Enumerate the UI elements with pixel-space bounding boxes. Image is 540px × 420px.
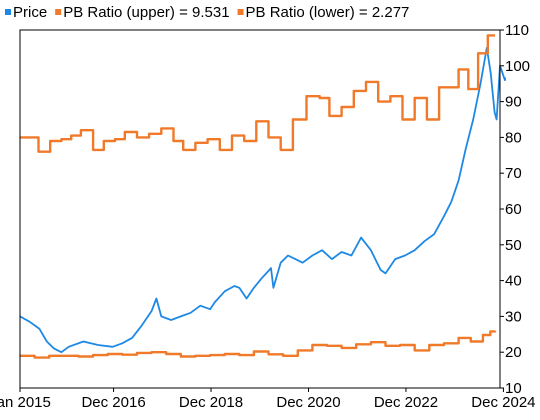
y-tick-label: 10	[505, 380, 522, 397]
y-tick-label: 50	[505, 237, 522, 254]
y-tick-label: 40	[505, 273, 522, 290]
y-tick-label: 100	[505, 58, 530, 75]
x-tick-label: Dec 2018	[179, 394, 243, 411]
x-tick-label: Dec 2016	[81, 394, 145, 411]
y-axis: 10 20 30 40 50 60 70 80 90 100 110	[500, 22, 530, 397]
y-tick-label: 70	[505, 165, 522, 182]
legend-swatch	[237, 9, 244, 15]
x-axis: Jan 2015 Dec 2016 Dec 2018 Dec 2020 Dec 2022…	[0, 388, 536, 411]
legend-item-price: Price	[5, 4, 47, 21]
series-layer	[20, 30, 506, 388]
plot-background	[20, 30, 500, 388]
x-tick-label: Dec 2022	[374, 394, 438, 411]
legend-item-pb-ratio-upper-9-531: PB Ratio (upper) = 9.531	[55, 4, 230, 21]
y-tick-label: 90	[505, 94, 522, 111]
y-tick-label: 80	[505, 129, 522, 146]
legend-label: PB Ratio (lower) = 2.277	[246, 4, 410, 21]
x-tick-label: Dec 2024	[471, 394, 535, 411]
y-tick-label: 110	[505, 22, 529, 39]
legend: Price PB Ratio (upper) = 9.531 PB Ratio (l…	[5, 4, 409, 21]
y-tick-label: 20	[505, 344, 522, 361]
legend-label: Price	[13, 4, 47, 21]
series-line-price	[20, 47, 506, 354]
series-line-pb-ratio-lower-2-277	[20, 330, 497, 359]
x-tick-label: Jan 2015	[0, 394, 51, 411]
legend-swatch	[55, 9, 62, 15]
y-tick-label: 60	[505, 201, 522, 218]
legend-item-pb-ratio-lower-2-277: PB Ratio (lower) = 2.277	[237, 4, 410, 21]
legend-swatch	[5, 9, 11, 15]
x-tick-label: Dec 2020	[276, 394, 340, 411]
legend-label: PB Ratio (upper) = 9.531	[63, 4, 229, 21]
series-line-pb-ratio-upper-9-531	[20, 34, 496, 153]
y-tick-label: 30	[505, 308, 522, 325]
